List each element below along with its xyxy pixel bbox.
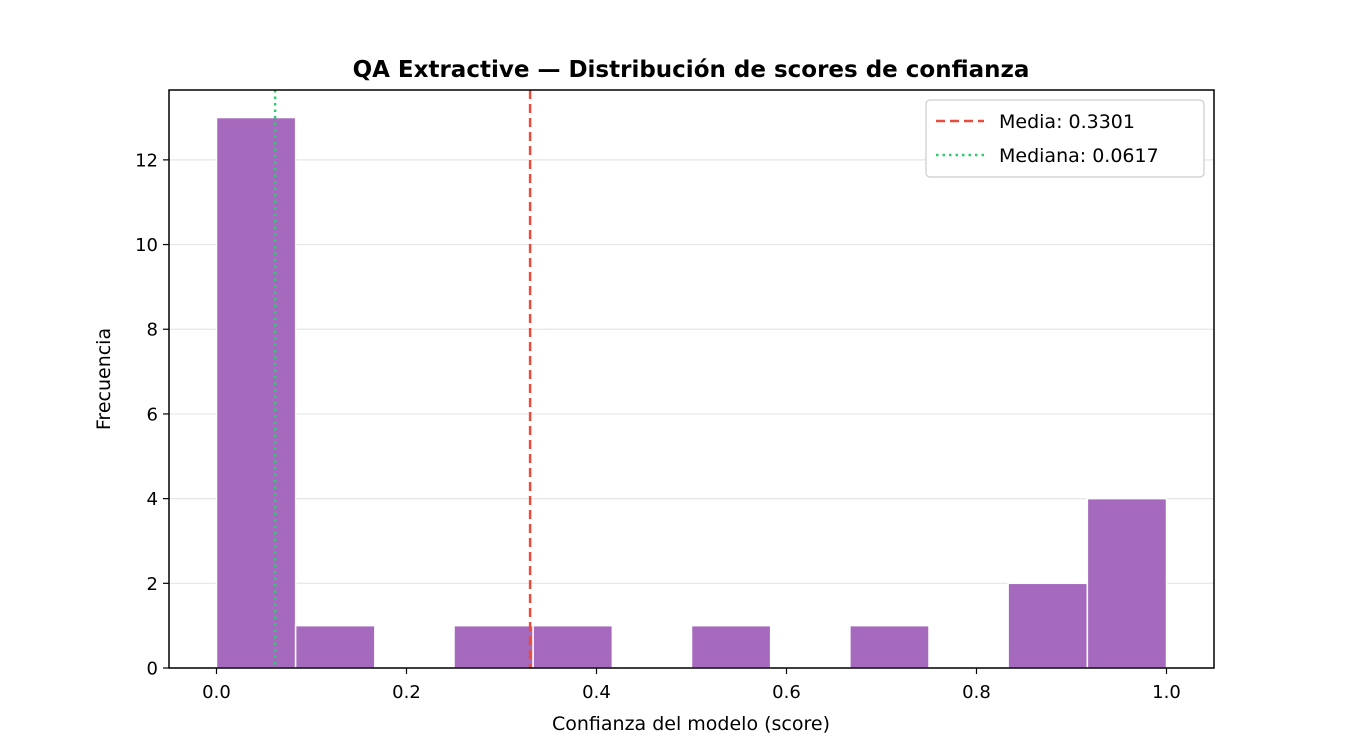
histogram-bar-4: [532, 624, 614, 669]
y-axis-ticks: 0 2 4 6 8 10 12: [135, 150, 169, 680]
x-tick-label-4: 0.8: [962, 682, 991, 703]
x-tick-label-2: 0.4: [582, 682, 611, 703]
legend-label-media: Media: 0.3301: [999, 111, 1135, 133]
reference-lines: [273, 90, 532, 668]
histogram-bar-6: [690, 624, 772, 669]
histogram-bar-3: [453, 624, 534, 669]
x-tick-label-3: 0.6: [772, 682, 801, 703]
histogram-bar-1: [294, 624, 376, 669]
y-tick-label-5: 10: [135, 235, 158, 256]
histogram-bar-11: [1086, 497, 1168, 669]
histogram-bar-0: [215, 116, 297, 669]
y-tick-label-6: 12: [135, 150, 158, 171]
plot-frame: [168, 89, 1215, 669]
y-tick-label-4: 8: [147, 320, 158, 341]
histogram-bar-10: [1007, 582, 1089, 669]
x-axis-ticks: 0.0 0.2 0.4 0.6 0.8 1.0: [202, 668, 1181, 703]
legend: Media: 0.3301 Mediana: 0.0617: [925, 99, 1205, 178]
x-axis-label: Confianza del modelo (score): [552, 713, 830, 735]
legend-box: [925, 99, 1205, 178]
y-tick-label-1: 2: [147, 574, 158, 595]
y-tick-label-0: 0: [147, 659, 158, 680]
x-tick-label-1: 0.2: [392, 682, 421, 703]
x-tick-label-5: 1.0: [1152, 682, 1181, 703]
y-axis-label: Frecuencia: [93, 328, 115, 430]
y-tick-label-2: 4: [147, 489, 158, 510]
y-tick-label-3: 6: [147, 404, 158, 425]
histogram-bar-8: [849, 624, 930, 669]
legend-label-mediana: Mediana: 0.0617: [999, 145, 1159, 167]
x-tick-label-0: 0.0: [202, 682, 231, 703]
chart-title: QA Extractive — Distribución de scores d…: [353, 57, 1030, 83]
